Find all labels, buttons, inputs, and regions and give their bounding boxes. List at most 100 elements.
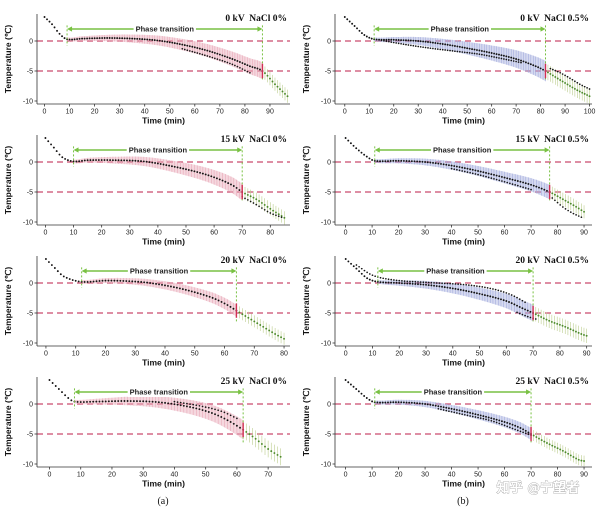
data-point (368, 157, 371, 160)
data-point (206, 49, 209, 52)
secondary-data-point (463, 413, 466, 416)
data-point (511, 423, 514, 426)
data-point (228, 57, 231, 60)
data-point (138, 38, 141, 40)
x-tick-label: 20 (91, 109, 99, 116)
data-point (588, 95, 591, 98)
secondary-data-point (577, 215, 580, 217)
data-point (358, 270, 361, 273)
secondary-data-point (236, 417, 238, 420)
data-point (195, 407, 198, 410)
data-point (392, 159, 395, 162)
data-point (143, 281, 146, 284)
data-point (357, 390, 360, 393)
x-tick-label: 80 (537, 109, 545, 116)
data-point (412, 39, 415, 42)
secondary-data-point (409, 280, 411, 283)
secondary-data-point (503, 424, 506, 427)
data-point (357, 149, 360, 152)
secondary-data-point (476, 52, 478, 55)
data-point (449, 287, 452, 289)
data-point (485, 171, 487, 174)
secondary-data-point (358, 265, 360, 268)
phase-arrow-head-right (257, 26, 263, 32)
phase-arrow-head-right (540, 26, 546, 32)
data-point (379, 281, 382, 284)
data-point (510, 56, 513, 59)
data-point (107, 279, 110, 282)
data-point (532, 434, 535, 437)
data-point (220, 300, 223, 303)
data-point (433, 284, 435, 287)
data-point (142, 400, 145, 403)
data-point (580, 333, 583, 335)
secondary-data-point (524, 432, 527, 435)
data-point (508, 178, 511, 180)
secondary-data-point (456, 412, 458, 414)
data-point (458, 166, 461, 168)
data-point (168, 164, 171, 167)
data-point (103, 159, 106, 161)
data-point (371, 159, 374, 161)
y-axis-title: Temperature (℃) (301, 267, 311, 336)
data-point (564, 451, 567, 454)
data-point (48, 20, 51, 23)
data-point (498, 53, 500, 56)
data-point (516, 180, 519, 182)
secondary-data-point (204, 406, 207, 408)
data-point (131, 280, 134, 283)
data-point (363, 153, 366, 156)
secondary-data-point (586, 86, 588, 89)
secondary-data-point (456, 50, 459, 53)
data-point (167, 402, 170, 405)
data-point (351, 22, 354, 25)
phase-arrow-head-left (374, 389, 380, 395)
data-point (365, 35, 368, 38)
data-point (432, 161, 434, 164)
secondary-data-point (224, 60, 226, 63)
secondary-data-point (461, 51, 464, 53)
data-point (271, 331, 274, 334)
data-point (163, 40, 166, 43)
secondary-data-point (443, 282, 446, 285)
data-point (518, 306, 521, 308)
data-point (64, 157, 67, 160)
data-point (520, 59, 522, 62)
panel-title: 25 kV NaCl 0% (221, 377, 287, 387)
panel-title: 20 kV NaCl 0.5% (516, 256, 589, 266)
secondary-data-point (507, 59, 510, 61)
secondary-data-point (474, 416, 477, 418)
data-point (187, 289, 190, 292)
secondary-data-point (277, 215, 280, 218)
secondary-data-point (482, 417, 485, 420)
data-point (204, 410, 207, 412)
secondary-data-point (551, 68, 554, 71)
x-tick-label: 60 (501, 230, 509, 237)
secondary-data-point (483, 54, 486, 56)
data-point (363, 395, 366, 397)
x-tick-label: 40 (154, 230, 162, 237)
data-point (392, 38, 395, 41)
data-point (444, 43, 447, 46)
data-point (527, 431, 530, 434)
secondary-data-point (214, 408, 216, 411)
data-point (477, 413, 480, 416)
data-point (405, 160, 408, 162)
x-tick-label: 50 (463, 109, 471, 116)
data-point (429, 403, 432, 406)
secondary-data-point (494, 288, 497, 291)
data-point (97, 159, 100, 161)
secondary-data-point (442, 409, 445, 411)
secondary-data-point (406, 280, 409, 283)
data-point (47, 140, 50, 143)
secondary-data-point (366, 271, 368, 274)
secondary-data-point (393, 279, 395, 281)
data-point (224, 180, 227, 183)
data-point (264, 72, 266, 75)
data-point (98, 279, 101, 282)
secondary-data-point (470, 284, 473, 287)
secondary-data-point (380, 39, 383, 42)
data-point (122, 279, 125, 282)
data-point (583, 210, 585, 213)
data-point (65, 276, 68, 279)
